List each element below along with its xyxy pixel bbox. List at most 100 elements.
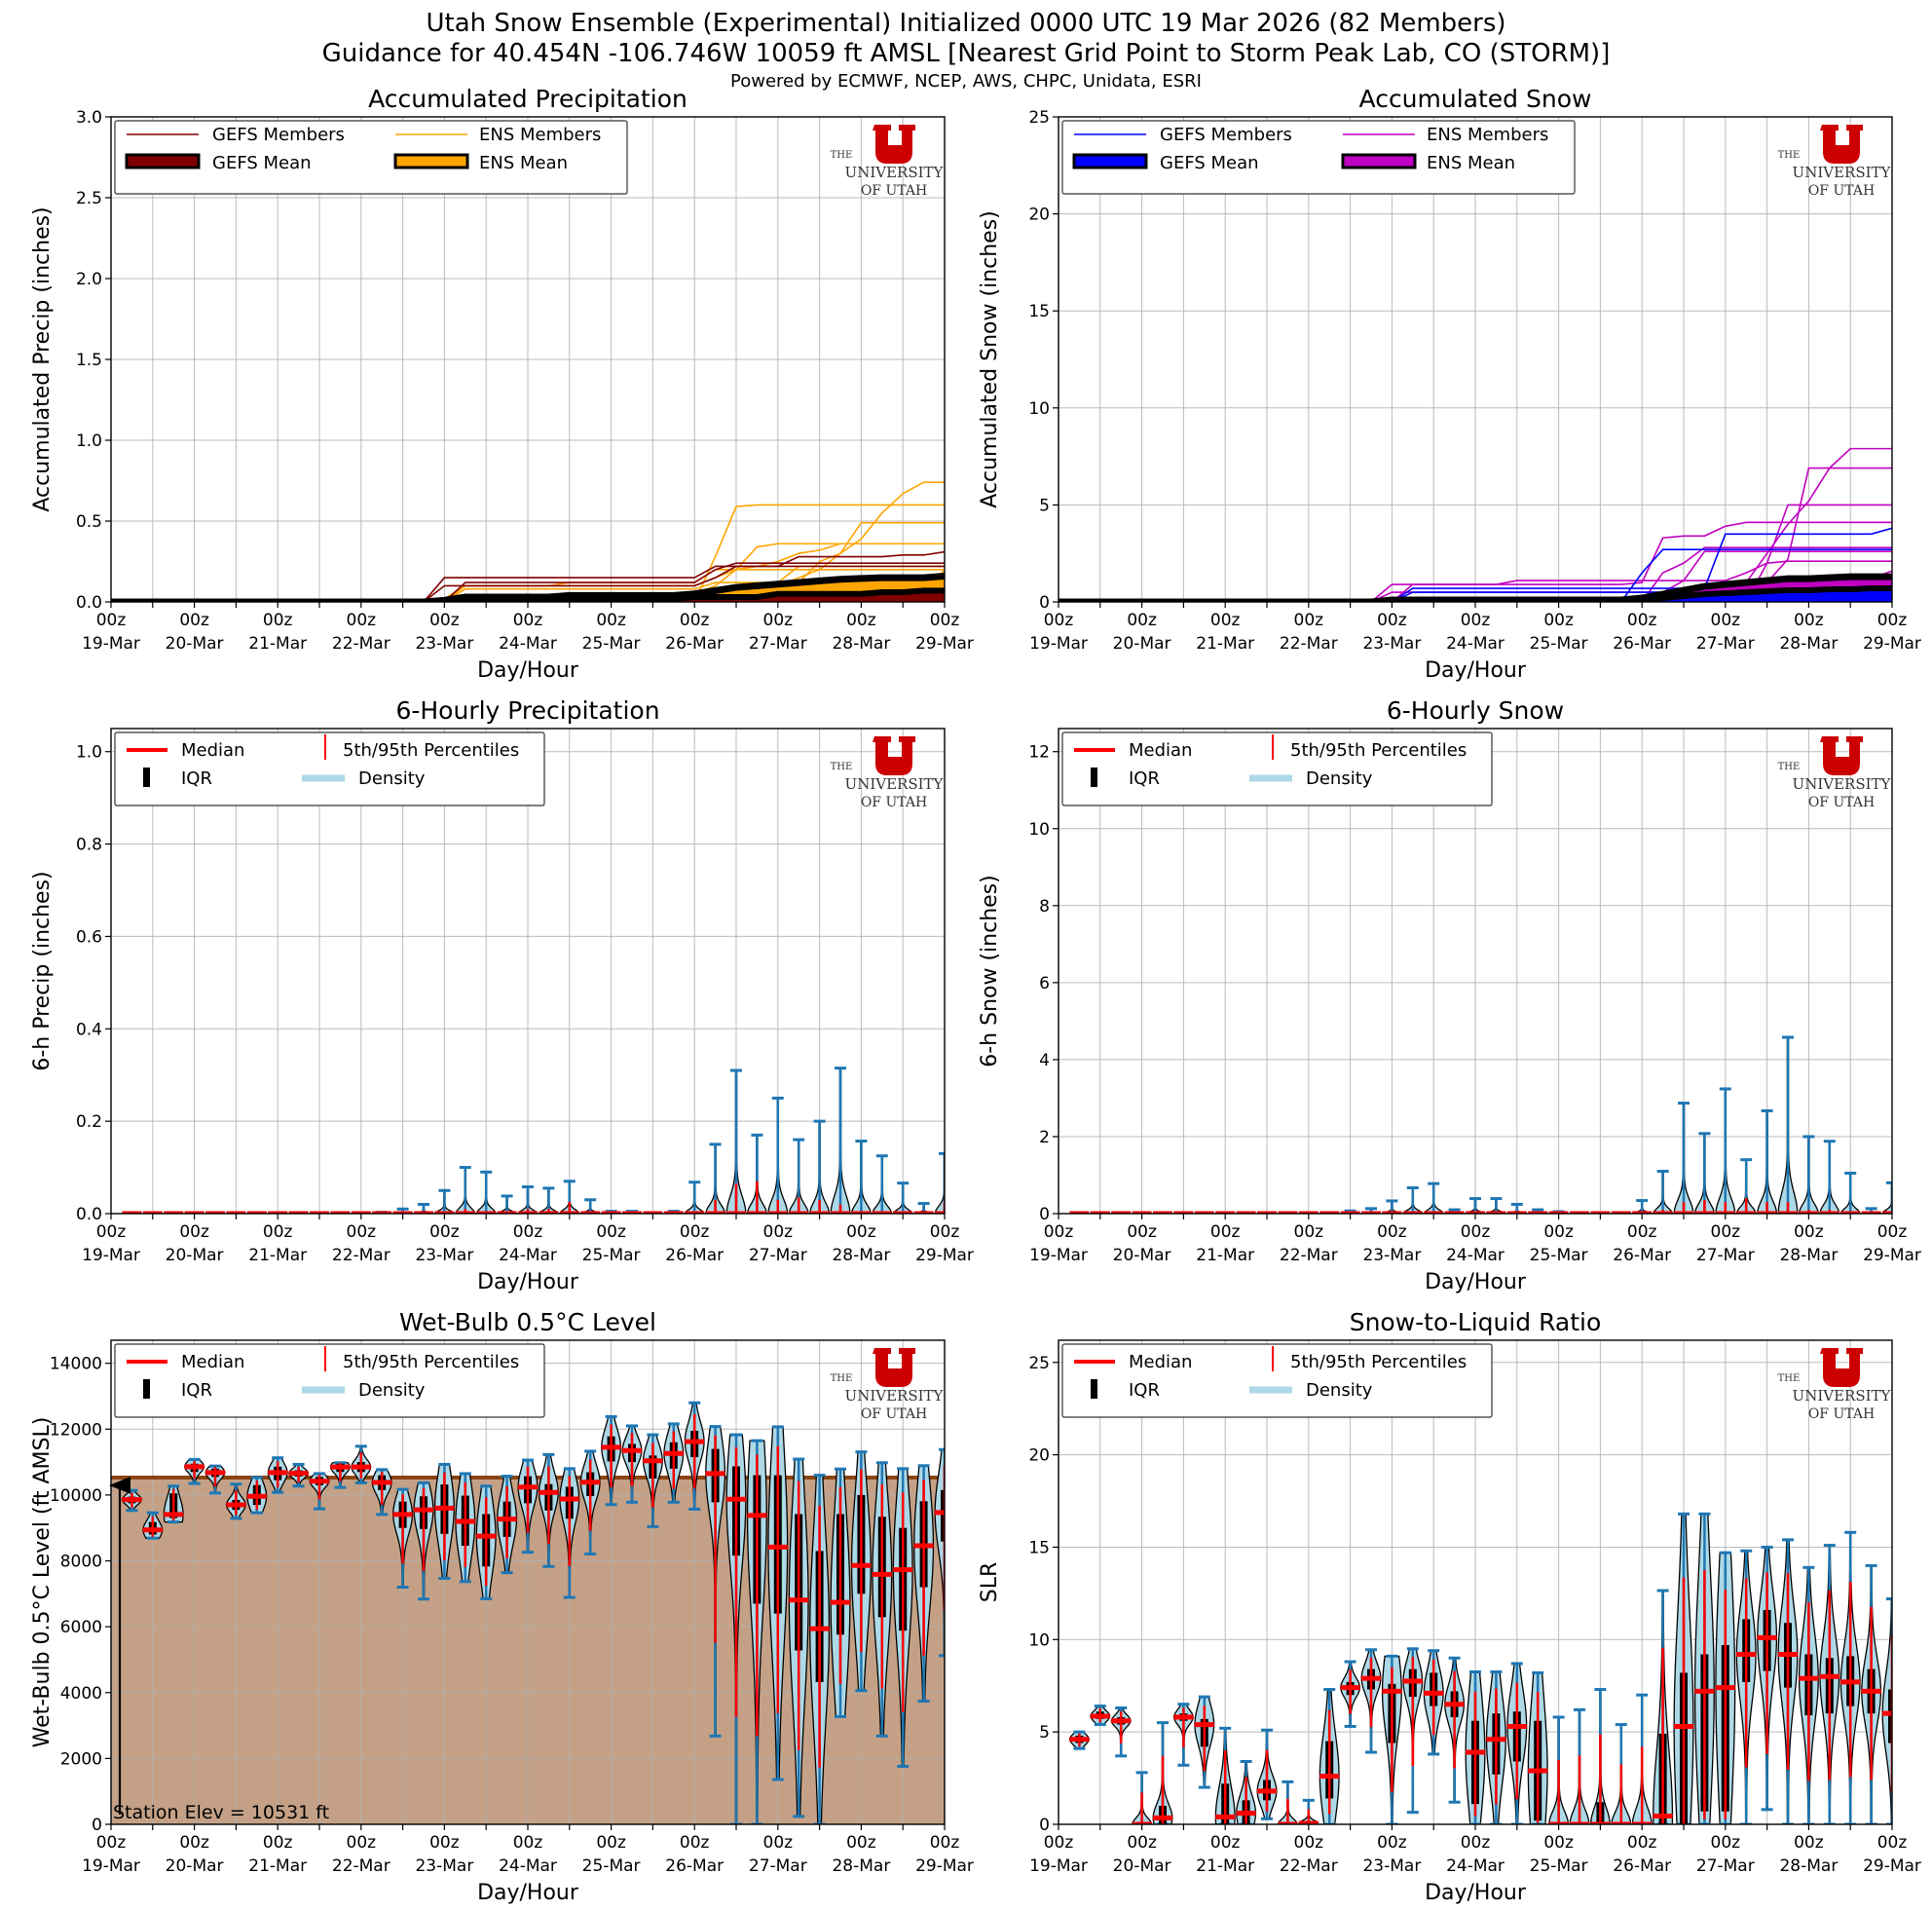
- y-tick-label: 0.5: [76, 512, 102, 532]
- logo-text-the: THE: [1778, 150, 1801, 161]
- x-tick-date-label: 29-Mar: [1863, 1856, 1921, 1876]
- y-axis-label: Accumulated Precip (inches): [30, 206, 55, 511]
- y-tick-label: 15: [1028, 1538, 1050, 1557]
- violin: [1485, 1197, 1507, 1214]
- violin: [809, 1474, 831, 1824]
- legend-label: Median: [1129, 740, 1192, 761]
- x-tick-date-label: 24-Mar: [499, 634, 557, 654]
- violin: [601, 1414, 622, 1507]
- violin: [1839, 1530, 1861, 1824]
- legend-box: [1061, 731, 1493, 806]
- violin: [1777, 1538, 1799, 1824]
- x-tick-hour-label: 00z: [763, 1833, 794, 1853]
- x-tick-date-label: 25-Mar: [582, 1856, 641, 1876]
- block-u-icon: [1820, 1348, 1863, 1387]
- x-tick-hour-label: 00z: [1711, 1222, 1741, 1242]
- x-tick-date-label: 26-Mar: [665, 1856, 724, 1876]
- violin: [725, 1068, 747, 1214]
- legend-ens-mean-swatch: [1341, 153, 1417, 169]
- violin: [1402, 1647, 1424, 1815]
- violin: [767, 1425, 789, 1781]
- legend-label: Median: [1129, 1352, 1192, 1372]
- x-tick-hour-label: 00z: [96, 611, 127, 630]
- x-tick-date-label: 19-Mar: [82, 634, 140, 654]
- y-tick-label: 12000: [50, 1420, 102, 1440]
- violin: [1757, 1108, 1778, 1214]
- x-tick-date-label: 19-Mar: [82, 1856, 140, 1876]
- x-tick-hour-label: 00z: [429, 1833, 460, 1853]
- legend-ens-mean-swatch: [393, 153, 469, 169]
- violin: [1256, 1728, 1278, 1820]
- violin: [621, 1424, 643, 1504]
- violin: [1402, 1186, 1424, 1214]
- x-tick-date-label: 20-Mar: [1113, 1856, 1171, 1876]
- violin: [1236, 1760, 1257, 1824]
- violin: [246, 1476, 268, 1515]
- logo-text-university: UNIVERSITY: [1793, 164, 1892, 181]
- logo-text-university: UNIVERSITY: [1793, 1387, 1892, 1405]
- legend-iqr-swatch: [143, 768, 150, 787]
- violin: [1277, 1780, 1298, 1824]
- x-tick-date-label: 24-Mar: [1446, 1856, 1505, 1876]
- legend-box: [1061, 1343, 1493, 1418]
- logo-text-of-utah: OF UTAH: [1808, 183, 1875, 199]
- x-tick-hour-label: 00z: [846, 611, 876, 630]
- violin: [1861, 1563, 1882, 1824]
- violin: [1444, 1656, 1466, 1804]
- violin: [351, 1444, 372, 1484]
- violin: [1110, 1705, 1132, 1758]
- violin: [559, 1467, 580, 1599]
- logo-text-the: THE: [831, 150, 853, 161]
- x-tick-hour-label: 00z: [763, 611, 794, 630]
- x-tick-hour-label: 00z: [596, 1833, 626, 1853]
- y-tick-label: 5: [1039, 496, 1050, 515]
- violin: [497, 1475, 518, 1575]
- x-tick-hour-label: 00z: [1377, 1833, 1407, 1853]
- y-tick-label: 8: [1039, 897, 1050, 917]
- plot-content: [1059, 729, 1892, 1214]
- legend-label: ENS Members: [479, 125, 601, 145]
- violin: [559, 1180, 580, 1214]
- x-tick-date-label: 24-Mar: [1446, 634, 1505, 654]
- violin: [912, 1202, 935, 1214]
- violin: [1360, 1648, 1382, 1754]
- violin: [767, 1096, 789, 1214]
- violin: [1735, 1549, 1757, 1824]
- x-axis-label: Day/Hour: [477, 1881, 579, 1905]
- x-tick-hour-label: 00z: [680, 611, 710, 630]
- x-tick-hour-label: 00z: [930, 611, 960, 630]
- x-tick-hour-label: 00z: [1877, 1833, 1908, 1853]
- block-u-icon: [873, 125, 915, 164]
- y-tick-label: 1.0: [76, 743, 102, 763]
- x-tick-hour-label: 00z: [680, 1833, 710, 1853]
- legend-gefs-mean-swatch: [125, 153, 201, 169]
- x-tick-date-label: 22-Mar: [332, 634, 390, 654]
- violin: [392, 1487, 414, 1590]
- ens-member-line: [111, 521, 945, 602]
- violin: [705, 1143, 726, 1214]
- x-tick-date-label: 25-Mar: [582, 634, 641, 654]
- x-tick-date-label: 28-Mar: [1779, 1246, 1838, 1265]
- violin: [830, 1467, 851, 1718]
- plot-content: [111, 1340, 945, 1824]
- x-tick-date-label: 28-Mar: [1779, 1856, 1838, 1876]
- legend-label: Median: [181, 740, 244, 761]
- panel-accumulated-snow: 0 5 10 15 20 25 00z 19-Mar 00z 20-Mar 00z 21-Mar 00z…: [978, 85, 1921, 683]
- iqr-bar: [1888, 1689, 1892, 1743]
- y-tick-label: 6000: [60, 1618, 102, 1637]
- y-tick-label: 2: [1039, 1128, 1050, 1147]
- x-tick-hour-label: 00z: [96, 1833, 127, 1853]
- legend-box: [114, 731, 545, 806]
- main-title: Utah Snow Ensemble (Experimental) Initia…: [426, 9, 1505, 38]
- y-tick-label: 2.0: [76, 270, 102, 289]
- violin: [579, 1198, 601, 1214]
- y-axis-label: 6-h Snow (inches): [978, 875, 1002, 1067]
- x-axis-label: Day/Hour: [477, 658, 579, 683]
- x-tick-date-label: 23-Mar: [1362, 634, 1421, 654]
- violin: [1839, 1172, 1861, 1214]
- panel-title: Snow-to-Liquid Ratio: [1350, 1308, 1602, 1336]
- gefs-member-line: [1059, 527, 1892, 602]
- x-tick-hour-label: 00z: [1543, 1222, 1574, 1242]
- violin: [1505, 1203, 1528, 1214]
